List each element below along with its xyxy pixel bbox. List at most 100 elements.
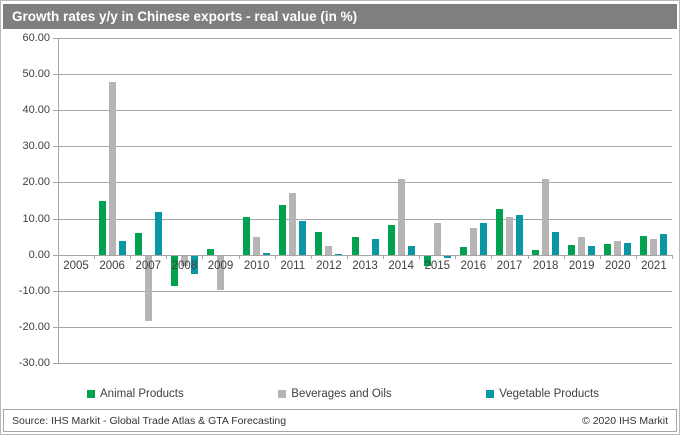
bar-beverages-and-oils-2011 xyxy=(289,193,297,255)
bar-beverages-and-oils-2016 xyxy=(469,227,477,255)
bar-vegetable-products-2021 xyxy=(660,233,668,255)
bar-animal-products-2010 xyxy=(243,217,251,255)
x-axis-label: 2006 xyxy=(99,259,125,272)
y-axis-label: 60.00 xyxy=(22,32,50,44)
x-axis-label: 2019 xyxy=(568,259,595,272)
x-axis-tick xyxy=(419,254,421,259)
gridline xyxy=(58,326,672,328)
bar-beverages-and-oils-2007 xyxy=(144,255,152,321)
x-axis-label: 2016 xyxy=(460,259,487,272)
bar-vegetable-products-2017 xyxy=(515,214,523,255)
bar-animal-products-2007 xyxy=(134,233,142,255)
y-axis-tick xyxy=(53,254,58,256)
x-axis-tick xyxy=(527,254,529,259)
x-axis-tick xyxy=(563,254,565,259)
x-axis-label: 2005 xyxy=(63,259,89,272)
y-axis-tick xyxy=(53,326,58,328)
y-axis-tick xyxy=(53,110,58,112)
legend-label-animal-products: Animal Products xyxy=(100,388,184,400)
x-axis-tick xyxy=(491,254,493,259)
gridline xyxy=(58,363,672,364)
y-axis-tick xyxy=(53,218,58,220)
bar-animal-products-2016 xyxy=(459,247,467,255)
bar-beverages-and-oils-2017 xyxy=(505,217,513,255)
x-axis-tick xyxy=(635,254,637,259)
bar-beverages-and-oils-2018 xyxy=(542,178,550,255)
bar-beverages-and-oils-2020 xyxy=(614,241,622,255)
bar-animal-products-2015 xyxy=(423,255,431,267)
y-axis-label: 30.00 xyxy=(22,140,50,153)
x-axis-label: 2020 xyxy=(605,259,631,272)
bar-beverages-and-oils-2008 xyxy=(180,255,188,267)
bar-vegetable-products-2015 xyxy=(443,255,451,258)
bar-beverages-and-oils-2021 xyxy=(650,238,658,255)
gridline xyxy=(58,38,672,39)
bar-beverages-and-oils-2015 xyxy=(433,223,441,255)
bar-vegetable-products-2008 xyxy=(190,255,198,274)
bar-beverages-and-oils-2014 xyxy=(397,178,405,255)
bar-vegetable-products-2012 xyxy=(335,253,343,255)
x-axis-tick xyxy=(202,254,204,259)
x-axis-tick xyxy=(130,254,132,259)
bar-vegetable-products-2010 xyxy=(263,252,271,255)
legend-item-animal-products: Animal Products xyxy=(87,388,184,400)
x-axis-label: 2007 xyxy=(135,259,162,272)
legend-item-beverages-and-oils: Beverages and Oils xyxy=(278,388,392,400)
bar-animal-products-2006 xyxy=(98,201,106,255)
x-axis-label: 2017 xyxy=(496,259,523,272)
bar-vegetable-products-2014 xyxy=(407,245,415,255)
legend-swatch-animal-products xyxy=(87,390,95,398)
x-axis-tick xyxy=(310,254,312,259)
gridline xyxy=(58,182,672,184)
y-axis-tick xyxy=(53,146,58,148)
x-axis-label: 2010 xyxy=(243,259,270,272)
y-axis-line xyxy=(58,38,59,363)
bar-animal-products-2019 xyxy=(568,244,576,255)
bar-vegetable-products-2019 xyxy=(588,246,596,255)
x-axis-label: 2014 xyxy=(388,259,414,272)
bar-vegetable-products-2013 xyxy=(371,238,379,255)
bar-vegetable-products-2007 xyxy=(154,212,162,255)
y-axis-label: 50.00 xyxy=(22,68,50,81)
legend-swatch-beverages-and-oils xyxy=(278,390,287,398)
bar-animal-products-2012 xyxy=(315,232,323,255)
y-axis-tick xyxy=(53,290,58,292)
bar-animal-products-2020 xyxy=(604,243,612,255)
y-axis-label: -20.00 xyxy=(18,320,50,333)
gridline xyxy=(58,146,672,148)
y-axis-label: 10.00 xyxy=(22,212,50,225)
x-axis-tick xyxy=(274,254,276,259)
bar-vegetable-products-2011 xyxy=(299,221,307,255)
chart-title: Growth rates y/y in Chinese exports - re… xyxy=(3,4,677,29)
y-axis-label: -30.00 xyxy=(18,357,50,369)
x-axis-tick xyxy=(455,254,457,259)
bar-vegetable-products-2018 xyxy=(552,232,560,255)
y-axis-label: 40.00 xyxy=(22,104,50,117)
x-axis-tick xyxy=(383,254,385,259)
bar-beverages-and-oils-2019 xyxy=(578,236,586,255)
legend-swatch-vegetable-products xyxy=(486,390,495,398)
bar-animal-products-2009 xyxy=(207,249,215,255)
bar-beverages-and-oils-2012 xyxy=(325,245,333,255)
x-axis-label: 2021 xyxy=(641,259,667,272)
bar-animal-products-2008 xyxy=(170,255,178,287)
gridline xyxy=(58,74,672,76)
x-axis-label: 2015 xyxy=(424,259,451,272)
x-axis-tick xyxy=(166,254,168,259)
x-axis-tick xyxy=(346,254,348,259)
y-axis-label: 20.00 xyxy=(22,176,50,189)
x-axis-label: 2009 xyxy=(207,259,234,272)
bar-beverages-and-oils-2009 xyxy=(217,255,225,290)
bar-animal-products-2018 xyxy=(532,250,540,255)
bar-beverages-and-oils-2006 xyxy=(108,81,116,255)
y-axis-label: 0.00 xyxy=(28,248,50,261)
x-axis-label: 2008 xyxy=(171,259,198,272)
x-axis-tick xyxy=(94,254,96,259)
y-axis-tick xyxy=(53,38,58,39)
gridline xyxy=(58,290,672,292)
y-axis-tick xyxy=(53,363,58,364)
bar-beverages-and-oils-2010 xyxy=(253,236,261,255)
bar-animal-products-2021 xyxy=(640,236,648,255)
